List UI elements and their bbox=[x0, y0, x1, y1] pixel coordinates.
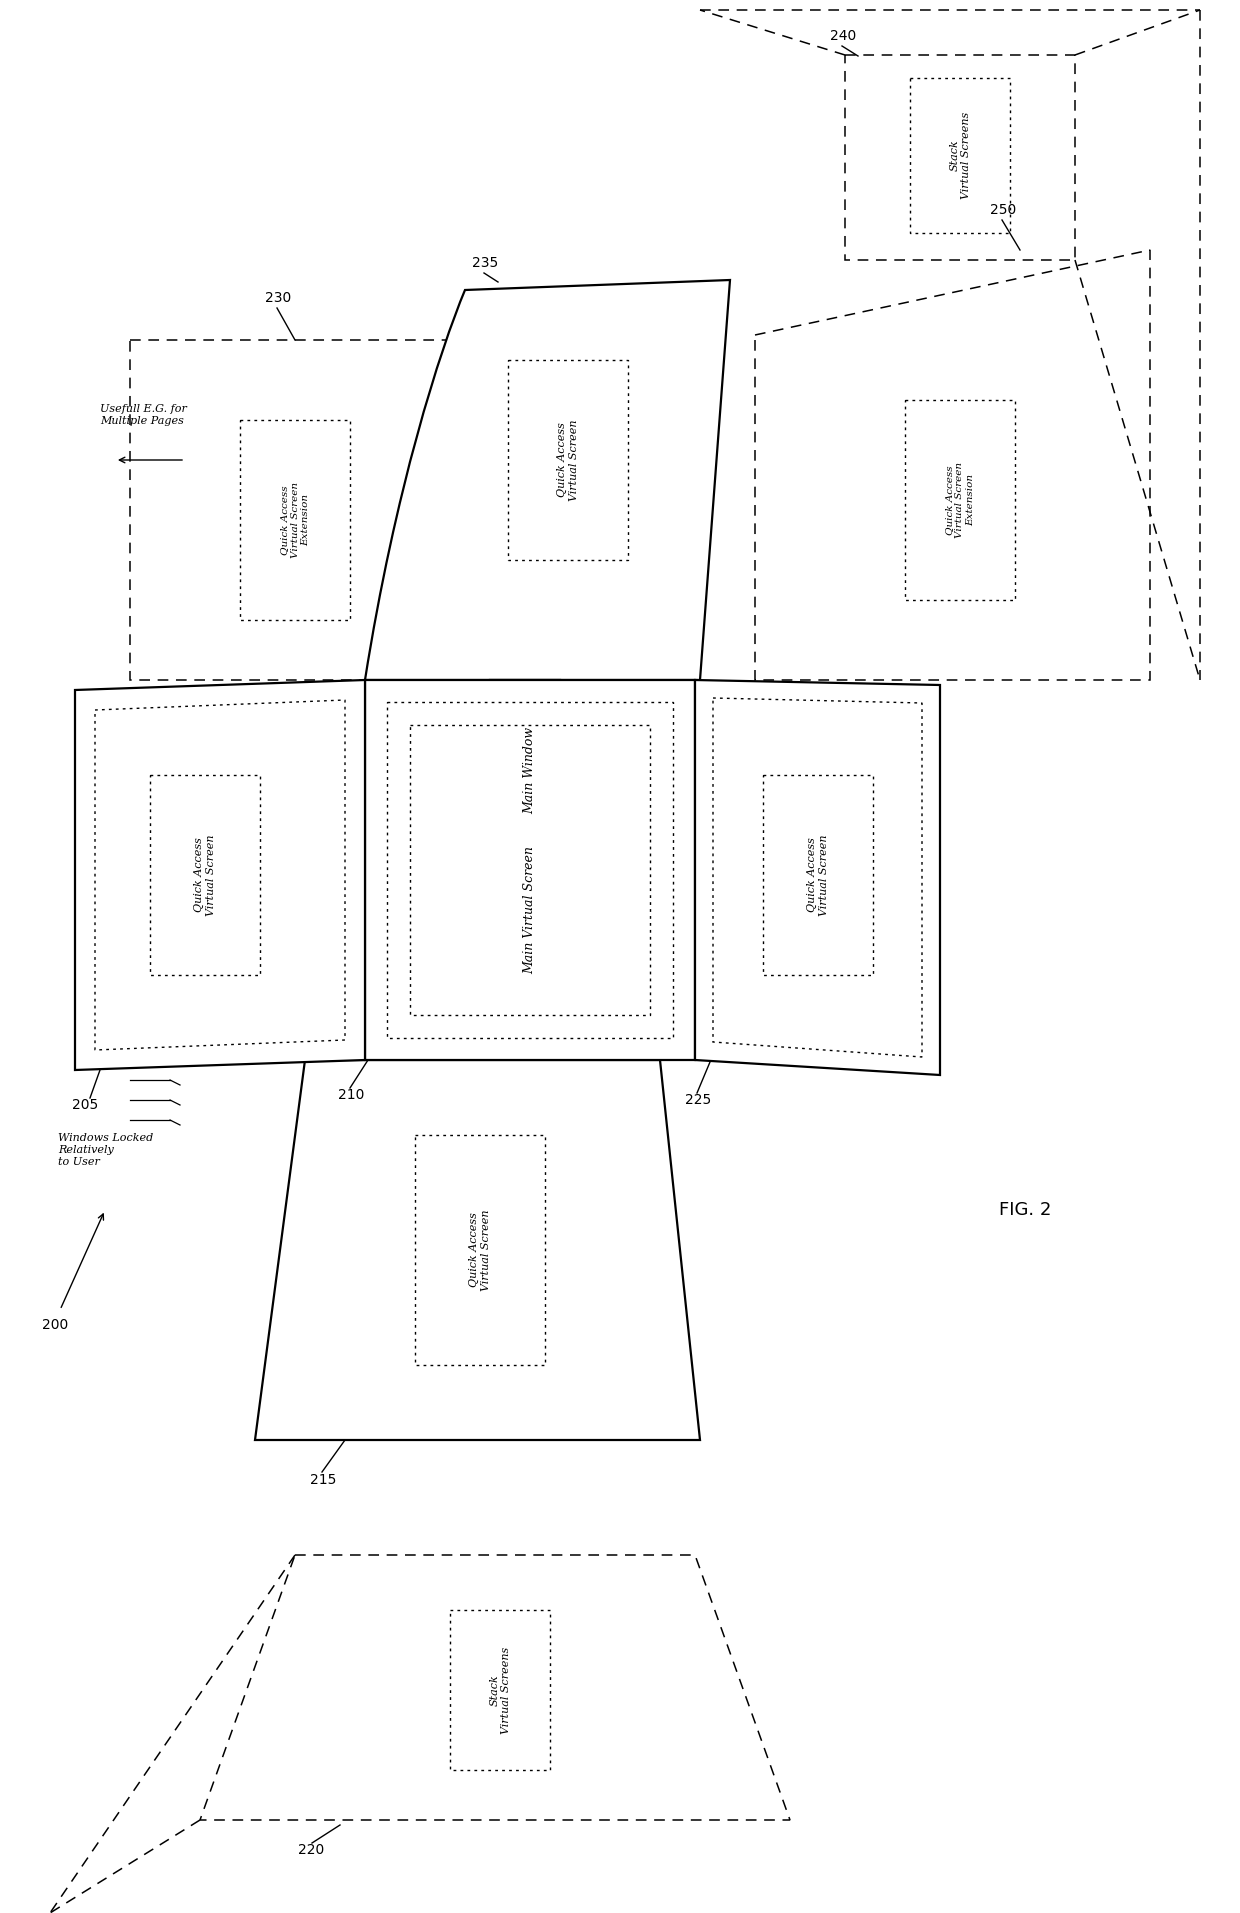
Polygon shape bbox=[74, 679, 365, 1069]
Bar bbox=[910, 78, 1011, 233]
Text: 235: 235 bbox=[472, 256, 498, 270]
Text: Quick Access
Virtual Screen: Quick Access Virtual Screen bbox=[195, 834, 216, 916]
Text: Quick Access
Virtual Screen: Quick Access Virtual Screen bbox=[807, 834, 828, 916]
PathPatch shape bbox=[365, 279, 730, 700]
Polygon shape bbox=[95, 700, 345, 1050]
Bar bbox=[415, 1134, 546, 1366]
Polygon shape bbox=[255, 1060, 701, 1440]
Text: Stack
Virtual Screens: Stack Virtual Screens bbox=[949, 111, 971, 199]
Text: Main Virtual Screen: Main Virtual Screen bbox=[523, 846, 537, 974]
Text: 250: 250 bbox=[990, 203, 1017, 216]
Text: 240: 240 bbox=[830, 29, 857, 42]
Polygon shape bbox=[410, 725, 650, 1016]
Text: Quick Access
Virtual Screen: Quick Access Virtual Screen bbox=[469, 1209, 491, 1291]
Bar bbox=[150, 775, 260, 976]
Polygon shape bbox=[713, 698, 923, 1058]
Text: Main Window: Main Window bbox=[523, 727, 537, 813]
Text: 220: 220 bbox=[298, 1842, 324, 1858]
Text: Stack
Virtual Screens: Stack Virtual Screens bbox=[490, 1647, 511, 1733]
Text: Windows Locked
Relatively
to User: Windows Locked Relatively to User bbox=[58, 1132, 154, 1167]
Text: 225: 225 bbox=[684, 1092, 712, 1108]
Text: Quick Access
Virtual Screen
Extension: Quick Access Virtual Screen Extension bbox=[945, 463, 975, 538]
Bar bbox=[508, 360, 627, 561]
Bar bbox=[905, 400, 1016, 601]
Polygon shape bbox=[365, 679, 694, 1060]
Bar bbox=[763, 775, 873, 976]
Text: 210: 210 bbox=[339, 1088, 365, 1102]
Text: 230: 230 bbox=[265, 291, 291, 304]
Text: Quick Access
Virtual Screen
Extension: Quick Access Virtual Screen Extension bbox=[280, 482, 310, 559]
Text: 215: 215 bbox=[310, 1473, 336, 1486]
Text: 200: 200 bbox=[42, 1318, 68, 1331]
Text: FIG. 2: FIG. 2 bbox=[998, 1201, 1052, 1219]
Text: Quick Access
Virtual Screen: Quick Access Virtual Screen bbox=[557, 419, 579, 501]
Polygon shape bbox=[694, 679, 940, 1075]
Bar bbox=[450, 1611, 551, 1770]
Text: Usefull E.G. for
Multiple Pages: Usefull E.G. for Multiple Pages bbox=[100, 404, 187, 427]
Text: 205: 205 bbox=[72, 1098, 98, 1111]
Bar bbox=[241, 421, 350, 620]
Polygon shape bbox=[387, 702, 673, 1039]
